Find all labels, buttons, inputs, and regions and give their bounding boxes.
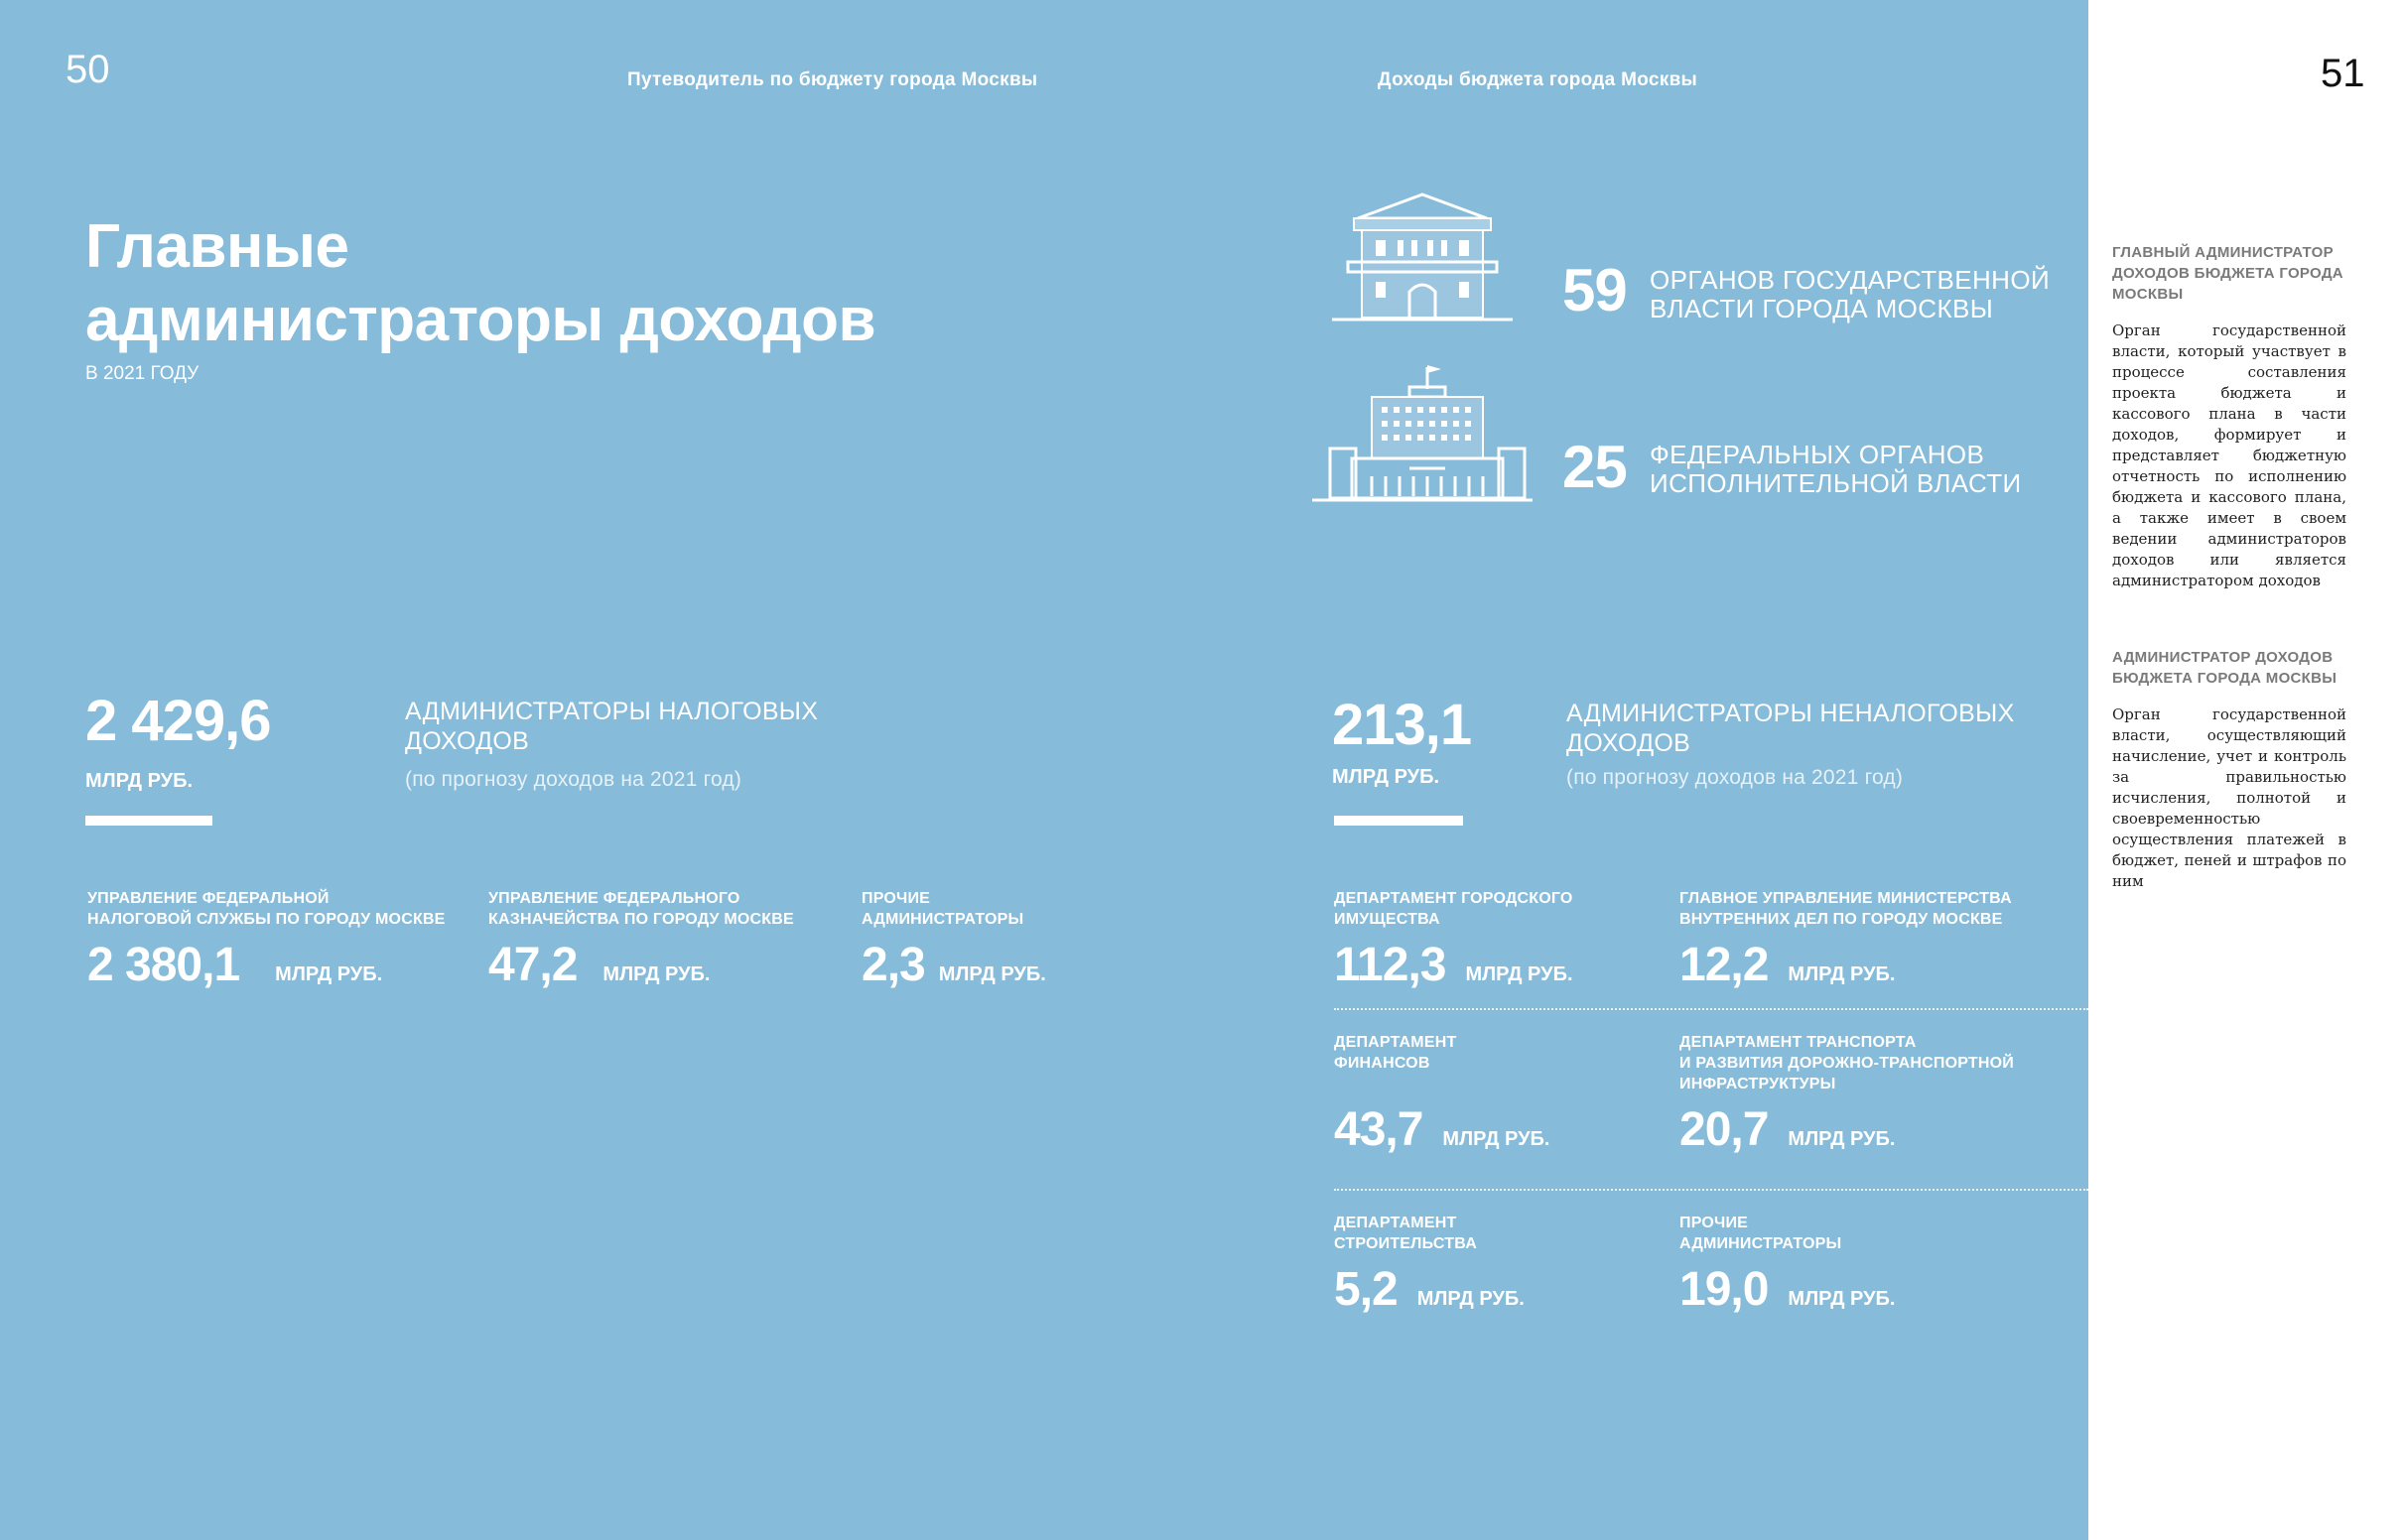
nontax-item-property-label-line1: ДЕПАРТАМЕНТ ГОРОДСКОГО bbox=[1334, 890, 1573, 907]
tax-item-treasury-value: 47,2 bbox=[488, 939, 578, 991]
tax-item-fns-value: 2 380,1 bbox=[87, 939, 240, 991]
count-federal-number: 25 bbox=[1562, 434, 1628, 500]
page-title-line2: администраторы доходов bbox=[85, 286, 876, 354]
nontax-item-finance-value: 43,7 bbox=[1334, 1103, 1423, 1156]
nontax-item-other-label-line2: АДМИНИСТРАТОРЫ bbox=[1679, 1235, 1842, 1252]
tax-item-other-label-line2: АДМИНИСТРАТОРЫ bbox=[862, 911, 1024, 928]
tax-item-fns: УПРАВЛЕНИЕ ФЕДЕРАЛЬНОЙ НАЛОГОВОЙ СЛУЖБЫ … bbox=[87, 888, 446, 989]
tax-total-bar bbox=[85, 816, 212, 826]
nontax-item-construction-label-line1: ДЕПАРТАМЕНТ bbox=[1334, 1215, 1457, 1231]
nontax-item-other-unit: МЛРД РУБ. bbox=[1788, 1288, 1896, 1310]
count-city-label-line2: ВЛАСТИ ГОРОДА МОСКВЫ bbox=[1650, 294, 1994, 323]
nontax-item-property-value: 112,3 bbox=[1334, 939, 1446, 991]
tax-total-value: 2 429,6 bbox=[85, 689, 272, 753]
nontax-item-mvd-label-line1: ГЛАВНОЕ УПРАВЛЕНИЕ МИНИСТЕРСТВА bbox=[1679, 890, 2012, 907]
tax-item-treasury-label-line2: КАЗНАЧЕЙСТВА ПО ГОРОДУ МОСКВЕ bbox=[488, 911, 794, 928]
glossary-definition-main-administrator: Орган государственной власти, который уч… bbox=[2112, 321, 2346, 589]
nontax-total-unit: МЛРД РУБ. bbox=[1332, 766, 1440, 788]
nontax-item-finance-unit: МЛРД РУБ. bbox=[1442, 1128, 1550, 1150]
tax-item-other-value: 2,3 bbox=[862, 939, 926, 991]
tax-item-fns-unit: МЛРД РУБ. bbox=[275, 963, 383, 985]
nontax-item-construction-value: 5,2 bbox=[1334, 1263, 1399, 1316]
nontax-item-construction-unit: МЛРД РУБ. bbox=[1416, 1288, 1525, 1310]
nontax-item-transport-unit: МЛРД РУБ. bbox=[1788, 1128, 1896, 1150]
glossary-term-main-administrator: ГЛАВНЫЙ АДМИНИСТРАТОР ДОХОДОВ БЮДЖЕТА ГО… bbox=[2112, 242, 2346, 305]
tax-category-title: АДМИНИСТРАТОРЫ НАЛОГОВЫХ ДОХОДОВ bbox=[405, 697, 818, 756]
nontax-category-title-line1: АДМИНИСТРАТОРЫ НЕНАЛОГОВЫХ bbox=[1566, 700, 2015, 727]
nontax-item-other-label-line1: ПРОЧИЕ bbox=[1679, 1215, 1749, 1231]
count-federal-label: ФЕДЕРАЛЬНЫХ ОРГАНОВ ИСПОЛНИТЕЛЬНОЙ ВЛАСТ… bbox=[1650, 441, 2022, 498]
nontax-item-other-value: 19,0 bbox=[1679, 1263, 1769, 1316]
nontax-item-finance: ДЕПАРТАМЕНТ ФИНАНСОВ 43,7 МЛРД РУБ. bbox=[1334, 1032, 1549, 1154]
tax-category-title-line1: АДМИНИСТРАТОРЫ НАЛОГОВЫХ bbox=[405, 698, 819, 725]
nontax-total-bar bbox=[1334, 816, 1463, 826]
nontax-item-finance-label-line1: ДЕПАРТАМЕНТ bbox=[1334, 1034, 1457, 1051]
right-page-number: 51 bbox=[2321, 52, 2365, 95]
count-city-number: 59 bbox=[1562, 257, 1628, 323]
left-page-number: 50 bbox=[66, 48, 110, 91]
count-federal-label-line2: ИСПОЛНИТЕЛЬНОЙ ВЛАСТИ bbox=[1650, 468, 2022, 498]
nontax-total-value: 213,1 bbox=[1332, 693, 1472, 757]
page-title-line1: Главные bbox=[85, 212, 349, 281]
count-federal: 25 bbox=[1562, 433, 1628, 501]
tax-item-fns-label-line2: НАЛОГОВОЙ СЛУЖБЫ ПО ГОРОДУ МОСКВЕ bbox=[87, 911, 446, 928]
count-city: 59 bbox=[1562, 256, 1628, 324]
glossary-definition-administrator: Орган государственной власти, осуществля… bbox=[2112, 706, 2346, 890]
nontax-item-finance-label-line2: ФИНАНСОВ bbox=[1334, 1055, 1430, 1072]
tax-item-treasury-unit: МЛРД РУБ. bbox=[602, 963, 711, 985]
count-federal-label-line1: ФЕДЕРАЛЬНЫХ ОРГАНОВ bbox=[1650, 440, 1985, 469]
divider-dotted-1 bbox=[1334, 1008, 2088, 1010]
glossary-sidebar bbox=[2088, 0, 2404, 1524]
nontax-item-construction: ДЕПАРТАМЕНТ СТРОИТЕЛЬСТВА 5,2 МЛРД РУБ. bbox=[1334, 1213, 1525, 1314]
federal-building-icon bbox=[1312, 365, 1533, 502]
divider-dotted-2 bbox=[1334, 1189, 2088, 1191]
tax-category-title-line2: ДОХОДОВ bbox=[405, 727, 530, 755]
left-spread-background bbox=[0, 0, 2088, 1540]
glossary-term-administrator: АДМИНИСТРАТОР ДОХОДОВ БЮДЖЕТА ГОРОДА МОС… bbox=[2112, 647, 2346, 689]
tax-total-unit: МЛРД РУБ. bbox=[85, 770, 194, 792]
nontax-category-title: АДМИНИСТРАТОРЫ НЕНАЛОГОВЫХ ДОХОДОВ bbox=[1566, 699, 2015, 758]
page-title: Главные администраторы доходов bbox=[85, 210, 876, 357]
nontax-item-transport-value: 20,7 bbox=[1679, 1103, 1769, 1156]
tax-item-other-label-line1: ПРОЧИЕ bbox=[862, 890, 931, 907]
nontax-item-transport-label-line3: ИНФРАСТРУКТУРЫ bbox=[1679, 1076, 1836, 1092]
glossary-term-line: ГЛАВНЫЙ АДМИНИСТРАТОР bbox=[2112, 244, 2334, 261]
glossary-term-line: БЮДЖЕТА ГОРОДА МОСКВЫ bbox=[2112, 670, 2337, 687]
glossary-term-line: ДОХОДОВ БЮДЖЕТА ГОРОДА bbox=[2112, 265, 2343, 282]
tax-item-other: ПРОЧИЕ АДМИНИСТРАТОРЫ 2,3 МЛРД РУБ. bbox=[862, 888, 1046, 989]
nontax-item-mvd-label-line2: ВНУТРЕННИХ ДЕЛ ПО ГОРОДУ МОСКВЕ bbox=[1679, 911, 2003, 928]
nontax-category-title-line2: ДОХОДОВ bbox=[1566, 729, 1691, 757]
count-city-label: ОРГАНОВ ГОСУДАРСТВЕННОЙ ВЛАСТИ ГОРОДА МО… bbox=[1650, 266, 2050, 323]
tax-item-treasury: УПРАВЛЕНИЕ ФЕДЕРАЛЬНОГО КАЗНАЧЕЙСТВА ПО … bbox=[488, 888, 794, 989]
tax-item-treasury-label-line1: УПРАВЛЕНИЕ ФЕДЕРАЛЬНОГО bbox=[488, 890, 740, 907]
nontax-item-property: ДЕПАРТАМЕНТ ГОРОДСКОГО ИМУЩЕСТВА 112,3 М… bbox=[1334, 888, 1573, 989]
glossary-entry-main-administrator: ГЛАВНЫЙ АДМИНИСТРАТОР ДОХОДОВ БЮДЖЕТА ГО… bbox=[2112, 242, 2346, 591]
city-building-icon bbox=[1332, 192, 1513, 321]
nontax-item-mvd-value: 12,2 bbox=[1679, 939, 1769, 991]
tax-item-fns-label-line1: УПРАВЛЕНИЕ ФЕДЕРАЛЬНОЙ bbox=[87, 890, 330, 907]
nontax-item-transport-label-line2: И РАЗВИТИЯ ДОРОЖНО-ТРАНСПОРТНОЙ bbox=[1679, 1055, 2014, 1072]
nontax-item-transport: ДЕПАРТАМЕНТ ТРАНСПОРТА И РАЗВИТИЯ ДОРОЖН… bbox=[1679, 1032, 2014, 1154]
glossary-entry-administrator: АДМИНИСТРАТОР ДОХОДОВ БЮДЖЕТА ГОРОДА МОС… bbox=[2112, 647, 2346, 892]
tax-item-other-unit: МЛРД РУБ. bbox=[938, 963, 1046, 985]
glossary-term-line: АДМИНИСТРАТОР ДОХОДОВ bbox=[2112, 649, 2334, 666]
right-running-title: Доходы бюджета города Москвы bbox=[1378, 69, 1698, 90]
count-city-label-line1: ОРГАНОВ ГОСУДАРСТВЕННОЙ bbox=[1650, 265, 2051, 295]
nontax-item-mvd: ГЛАВНОЕ УПРАВЛЕНИЕ МИНИСТЕРСТВА ВНУТРЕНН… bbox=[1679, 888, 2012, 989]
nontax-item-construction-label-line2: СТРОИТЕЛЬСТВА bbox=[1334, 1235, 1477, 1252]
page-subtitle: В 2021 ГОДУ bbox=[85, 363, 200, 384]
glossary-term-line: МОСКВЫ bbox=[2112, 286, 2184, 303]
nontax-item-mvd-unit: МЛРД РУБ. bbox=[1788, 963, 1896, 985]
left-running-title: Путеводитель по бюджету города Москвы bbox=[627, 69, 1038, 90]
tax-forecast-note: (по прогнозу доходов на 2021 год) bbox=[405, 768, 742, 791]
nontax-item-other: ПРОЧИЕ АДМИНИСТРАТОРЫ 19,0 МЛРД РУБ. bbox=[1679, 1213, 1895, 1314]
nontax-item-property-unit: МЛРД РУБ. bbox=[1465, 963, 1573, 985]
nontax-item-property-label-line2: ИМУЩЕСТВА bbox=[1334, 911, 1440, 928]
nontax-item-transport-label-line1: ДЕПАРТАМЕНТ ТРАНСПОРТА bbox=[1679, 1034, 1917, 1051]
nontax-forecast-note: (по прогнозу доходов на 2021 год) bbox=[1566, 766, 1904, 789]
